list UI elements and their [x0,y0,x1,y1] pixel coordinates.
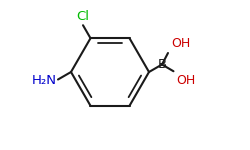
Text: OH: OH [176,74,196,87]
Text: H₂N: H₂N [32,74,56,87]
Text: OH: OH [171,37,190,50]
Text: B: B [158,58,167,71]
Text: Cl: Cl [76,10,90,23]
